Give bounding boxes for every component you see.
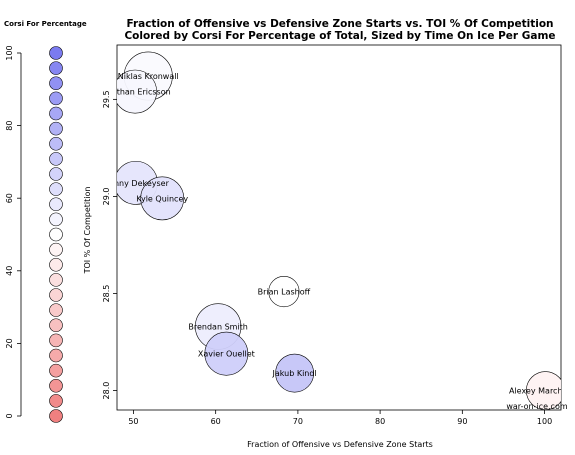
colorbar-swatch: [49, 121, 63, 136]
colorbar-swatch: [49, 91, 63, 106]
point-label: Brendan Smith: [188, 323, 248, 332]
x-tick-label: 60: [211, 417, 221, 426]
data-point: [268, 276, 300, 308]
data-point: [204, 331, 249, 376]
data-point: [275, 353, 314, 393]
data-point: [140, 176, 185, 221]
y-tick-label: 28.5: [102, 285, 111, 303]
y-tick-label: 28.0: [102, 382, 111, 400]
y-axis-label: TOI % Of Competition: [83, 187, 92, 275]
x-tick-label: 80: [375, 417, 385, 426]
colorbar-swatch: [49, 167, 63, 181]
colorbar-tick-label: 100: [5, 45, 14, 60]
colorbar-swatch: [49, 46, 63, 60]
colorbar-swatch: [49, 257, 63, 272]
colorbar-swatch: [49, 136, 63, 151]
point-label: Brian Lashoff: [258, 288, 311, 297]
colorbar-tick-label: 20: [5, 338, 14, 348]
watermark: war-on-ice.com: [506, 402, 567, 411]
colorbar-points: [49, 46, 63, 423]
colorbar-swatch: [49, 409, 63, 423]
colorbar-swatch: [49, 152, 63, 166]
y-tick-label: 29.5: [102, 90, 111, 108]
colorbar-swatch: [49, 227, 63, 242]
point-label: Alexey Marchenko: [509, 387, 575, 396]
plot-frame: [116, 44, 562, 411]
x-axis: 50 60 70 80 90 100: [128, 410, 552, 426]
colorbar-swatch: [49, 333, 63, 348]
colorbar-swatch: [49, 61, 63, 75]
y-tick-label: 29.0: [102, 188, 111, 206]
colorbar-swatch: [49, 378, 63, 393]
point-label: Danny Dekeyser: [103, 179, 170, 188]
data-point: [526, 371, 561, 410]
colorbar-swatch: [49, 212, 63, 227]
y-axis: 28.0 28.5 29.0 29.5: [102, 90, 117, 399]
colorbar-swatch: [49, 288, 63, 302]
colorbar-swatch: [49, 106, 63, 121]
colorbar-swatch: [49, 197, 63, 212]
colorbar-swatch: [49, 76, 63, 91]
colorbar-swatch: [49, 303, 63, 317]
x-tick-label: 100: [537, 417, 552, 426]
colorbar-axis: 0 20 40 60 80 100: [5, 45, 22, 419]
colorbar-swatch: [49, 318, 63, 333]
point-label: Xavier Ouellet: [198, 350, 255, 359]
scatter-points: [117, 51, 561, 410]
point-label: Jonathan Ericsson: [98, 88, 170, 97]
x-tick-label: 70: [293, 417, 303, 426]
colorbar-swatch: [49, 242, 63, 257]
colorbar-swatch: [49, 182, 63, 196]
colorbar-tick-label: 0: [5, 413, 14, 418]
x-tick-label: 90: [457, 417, 467, 426]
x-tick-label: 50: [128, 417, 138, 426]
colorbar-title: Corsi For Percentage: [4, 20, 87, 28]
point-label: Kyle Quincey: [136, 194, 188, 203]
chart-title-line2: Colored by Corsi For Percentage of Total…: [124, 30, 555, 42]
colorbar-swatch: [49, 273, 63, 287]
data-point: [117, 69, 157, 114]
colorbar-tick-label: 60: [5, 193, 14, 203]
colorbar-tick-label: 40: [5, 266, 14, 276]
colorbar-swatch: [49, 394, 63, 408]
point-label: Jakub Kindl: [272, 369, 317, 378]
colorbar-tick-label: 80: [5, 121, 14, 131]
chart-title-line1: Fraction of Offensive vs Defensive Zone …: [126, 18, 553, 30]
point-labels: Niklas Kronwall Jonathan Ericsson Danny De…: [98, 72, 575, 396]
x-axis-label: Fraction of Offensive vs Defensive Zone …: [247, 440, 433, 449]
colorbar-swatch: [49, 363, 63, 378]
point-label: Niklas Kronwall: [118, 72, 179, 81]
colorbar-swatch: [49, 348, 63, 363]
